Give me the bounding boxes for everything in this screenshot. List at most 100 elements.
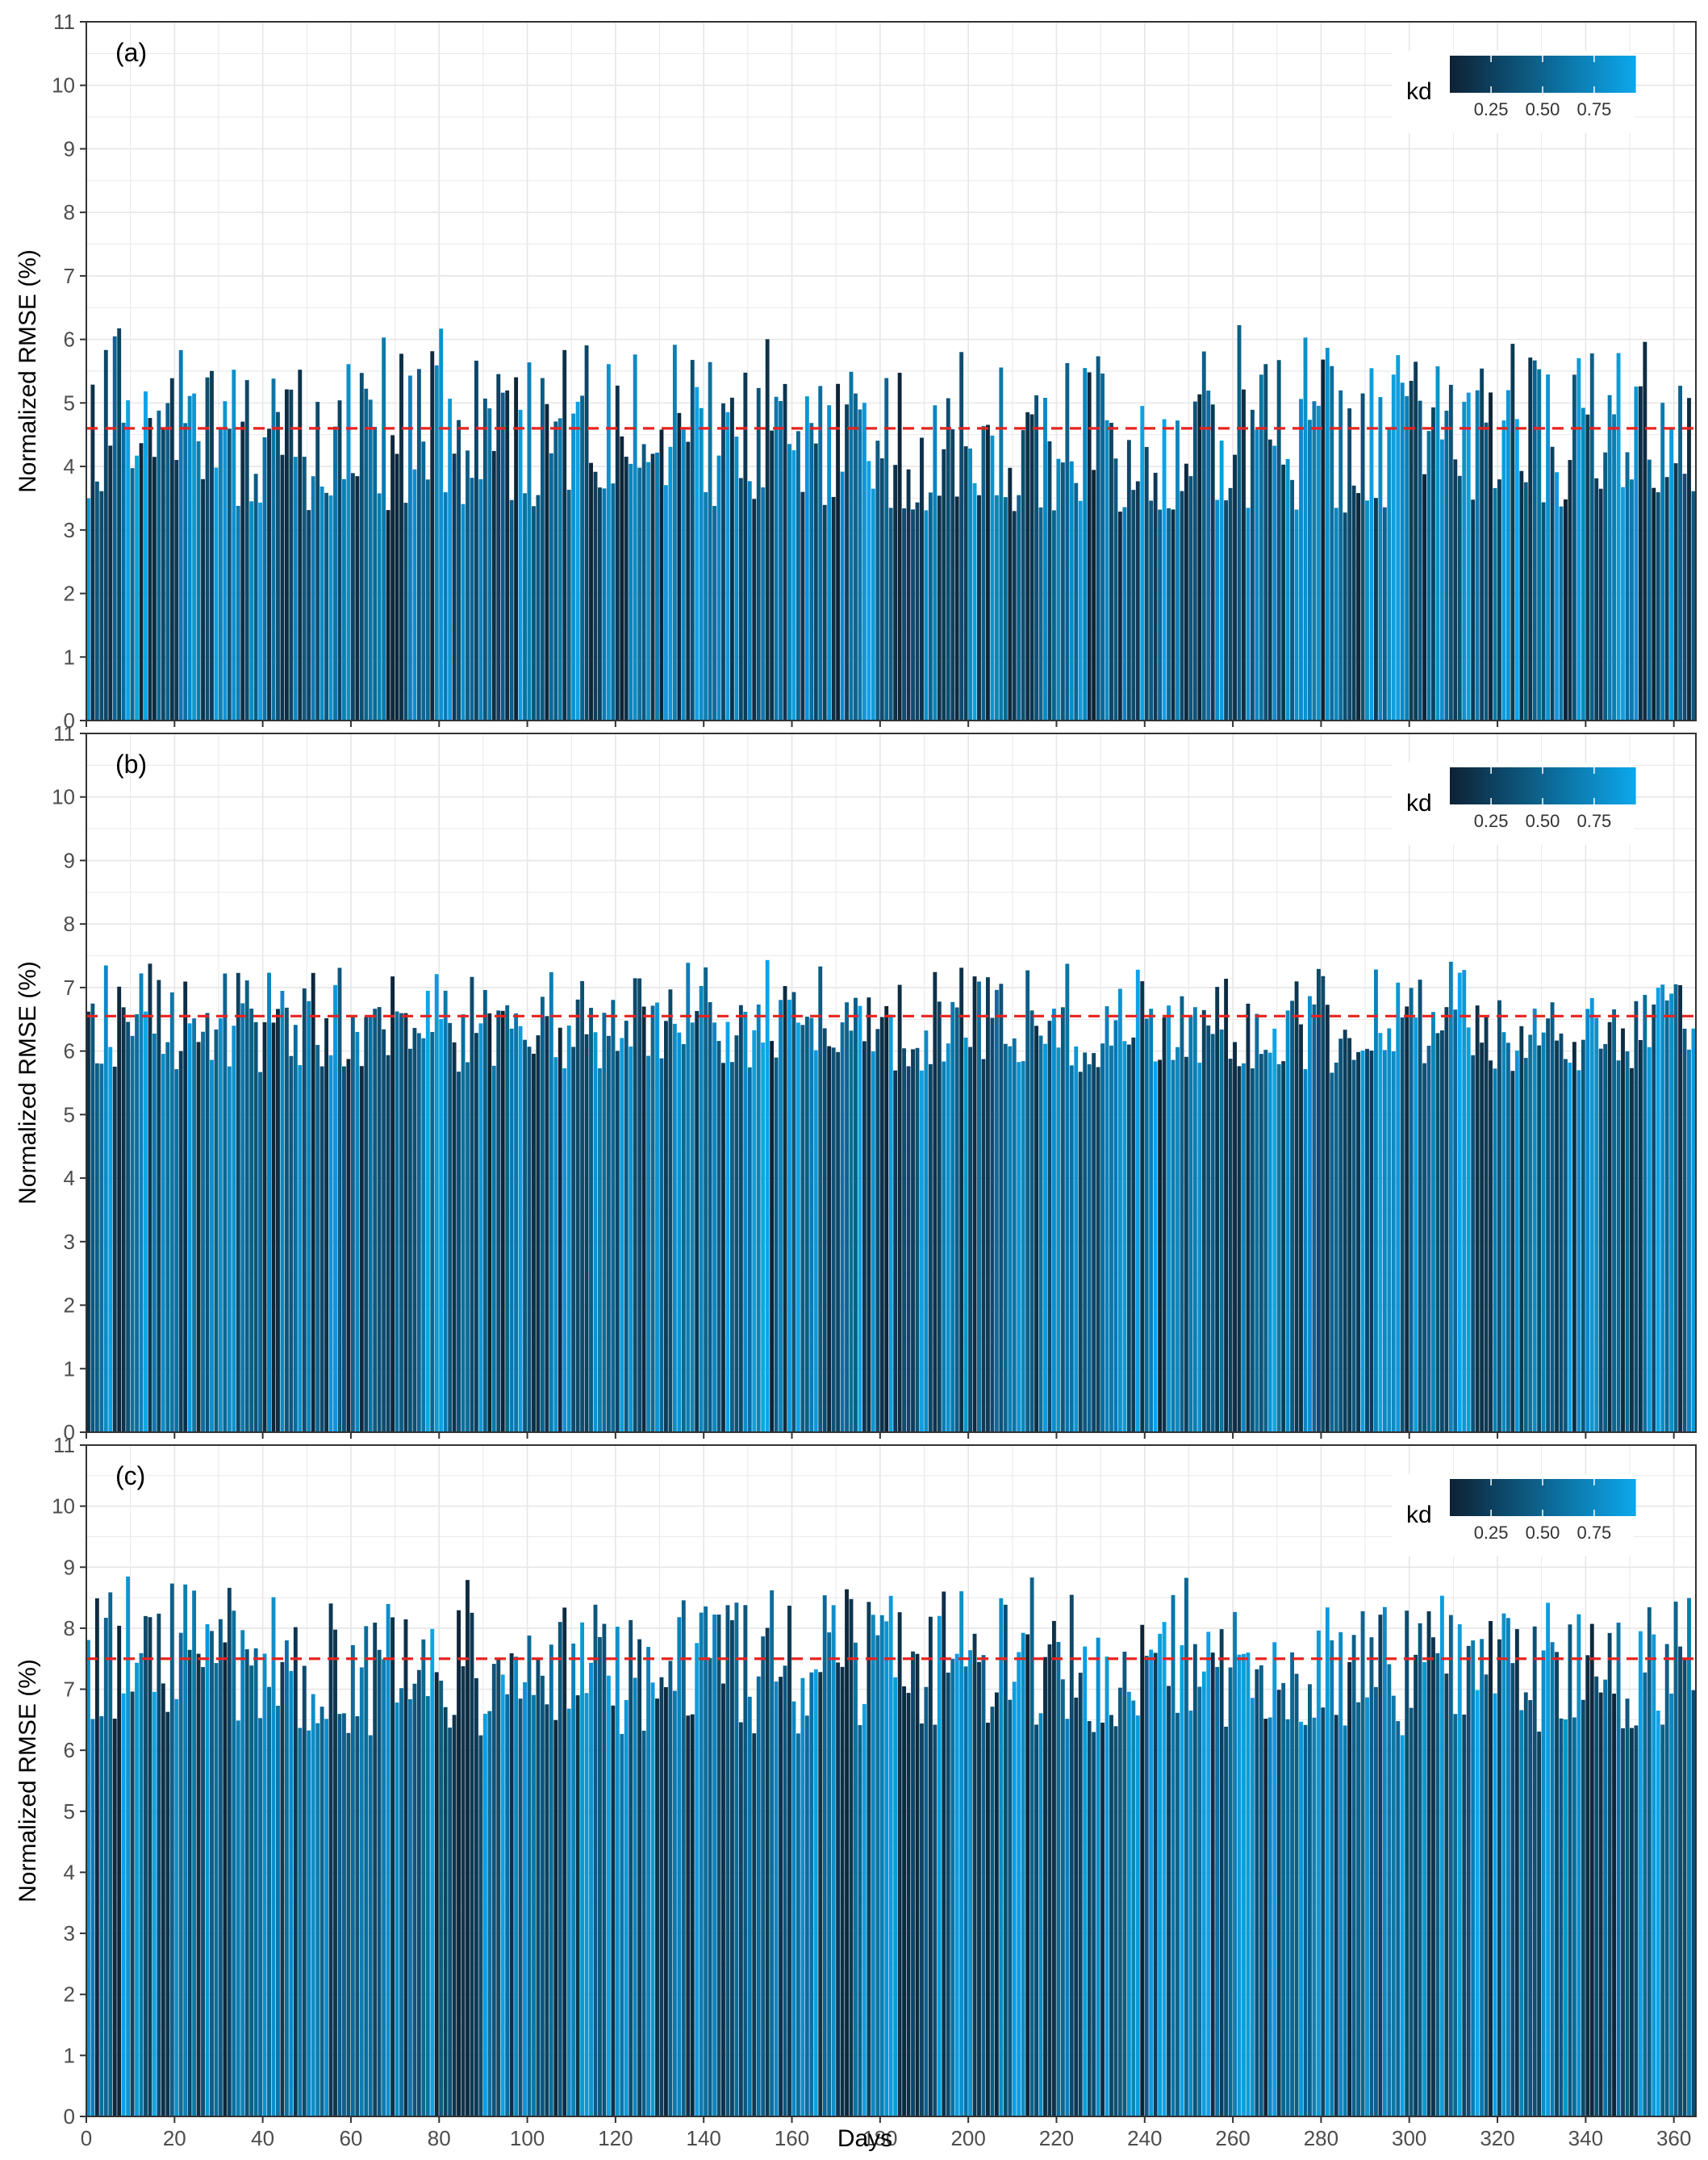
bar-day-129 bbox=[650, 1005, 655, 1432]
bar-day-136 bbox=[681, 1044, 686, 1432]
bar-day-198 bbox=[954, 496, 959, 721]
bar-day-54 bbox=[319, 1066, 324, 1432]
bar-day-335 bbox=[1559, 506, 1564, 721]
colorbar-step bbox=[1499, 1479, 1503, 1516]
colorbar-step bbox=[1632, 1479, 1636, 1516]
bar-day-50 bbox=[302, 1665, 307, 2116]
bar-day-285 bbox=[1338, 1038, 1343, 1432]
bar-day-135 bbox=[677, 412, 682, 721]
bar-day-146 bbox=[725, 1022, 730, 1432]
x-tick-label: 340 bbox=[1568, 2126, 1603, 2150]
bar-day-282 bbox=[1325, 1005, 1330, 1432]
bar-day-233 bbox=[1109, 1715, 1113, 2116]
legend-tick-label: 0.75 bbox=[1576, 1523, 1611, 1543]
bar-day-85 bbox=[457, 1072, 461, 1432]
bar-day-134 bbox=[672, 1023, 677, 1432]
colorbar-step bbox=[1592, 767, 1596, 804]
bar-day-181 bbox=[879, 458, 884, 721]
bar-day-98 bbox=[514, 377, 519, 721]
bar-day-309 bbox=[1444, 1673, 1449, 2116]
bar-day-347 bbox=[1612, 414, 1617, 721]
bar-day-298 bbox=[1396, 355, 1401, 721]
bar-day-318 bbox=[1484, 422, 1489, 721]
bar-day-287 bbox=[1347, 1038, 1352, 1432]
bar-day-121 bbox=[615, 1627, 620, 2116]
bar-day-225 bbox=[1074, 1697, 1079, 2116]
colorbar-step bbox=[1484, 56, 1488, 93]
bar-day-269 bbox=[1267, 1052, 1272, 1432]
bar-day-346 bbox=[1607, 1632, 1612, 2116]
legend-title: kd bbox=[1406, 790, 1432, 817]
bar-day-184 bbox=[893, 1677, 898, 2116]
bar-day-191 bbox=[924, 1030, 929, 1432]
colorbar-step bbox=[1573, 767, 1577, 804]
bar-day-250 bbox=[1184, 463, 1188, 721]
bar-day-165 bbox=[809, 1672, 814, 2116]
bar-day-359 bbox=[1664, 1000, 1669, 1432]
colorbar-step bbox=[1480, 767, 1485, 804]
bar-day-308 bbox=[1439, 1030, 1444, 1432]
bar-day-328 bbox=[1528, 1700, 1533, 2116]
colorbar-step bbox=[1548, 56, 1553, 93]
bar-day-98 bbox=[514, 1657, 519, 2116]
bar-day-236 bbox=[1122, 507, 1127, 721]
bar-day-346 bbox=[1607, 1022, 1612, 1432]
bar-day-250 bbox=[1184, 1056, 1188, 1432]
bar-day-37 bbox=[244, 980, 249, 1432]
colorbar-step bbox=[1601, 1479, 1606, 1516]
bar-day-290 bbox=[1360, 393, 1365, 721]
bar-day-363 bbox=[1682, 1658, 1687, 2116]
bar-day-179 bbox=[871, 488, 875, 721]
bar-day-297 bbox=[1391, 1695, 1396, 2116]
colorbar-step bbox=[1555, 767, 1559, 804]
bar-day-89 bbox=[474, 1033, 478, 1432]
bar-day-195 bbox=[942, 1061, 946, 1432]
bar-day-102 bbox=[532, 1053, 536, 1432]
colorbar-step bbox=[1545, 56, 1550, 93]
bar-day-229 bbox=[1092, 1053, 1096, 1432]
bar-day-286 bbox=[1343, 1030, 1347, 1432]
panel-label: (a) bbox=[115, 38, 147, 67]
bar-day-5 bbox=[103, 965, 108, 1432]
bar-day-305 bbox=[1426, 1611, 1431, 2116]
colorbar-step bbox=[1545, 1479, 1550, 1516]
bar-day-33 bbox=[227, 1066, 232, 1432]
bar-day-152 bbox=[752, 1733, 757, 2116]
bar-day-137 bbox=[686, 963, 691, 1432]
colorbar-step bbox=[1471, 767, 1476, 804]
bar-day-278 bbox=[1308, 420, 1312, 721]
bar-day-140 bbox=[699, 985, 704, 1432]
bar-day-94 bbox=[496, 1657, 501, 2116]
bar-day-113 bbox=[580, 980, 585, 1432]
bar-day-193 bbox=[933, 971, 938, 1432]
bar-day-161 bbox=[791, 992, 796, 1432]
bar-day-64 bbox=[364, 388, 369, 721]
bar-day-50 bbox=[302, 457, 307, 721]
legend: kd 0.25 0.50 0.75 bbox=[1392, 762, 1636, 845]
bar-day-13 bbox=[139, 443, 144, 721]
bar-day-43 bbox=[271, 378, 276, 721]
bar-day-110 bbox=[566, 489, 571, 721]
x-tick-label: 160 bbox=[775, 2126, 809, 2150]
colorbar-step bbox=[1543, 1479, 1547, 1516]
bar-day-44 bbox=[276, 1009, 280, 1432]
bars bbox=[86, 1576, 1696, 2116]
bar-day-365 bbox=[1691, 1028, 1696, 1432]
y-tick-label: 1 bbox=[64, 2043, 75, 2067]
bar-day-46 bbox=[284, 1007, 289, 1432]
bar-day-174 bbox=[849, 1030, 854, 1432]
bar-day-143 bbox=[712, 1615, 717, 2116]
bar-day-63 bbox=[359, 1667, 364, 2116]
bar-day-80 bbox=[434, 974, 439, 1432]
bar-day-112 bbox=[575, 1695, 580, 2116]
bar-day-301 bbox=[1409, 1707, 1414, 2116]
bar-day-20 bbox=[169, 378, 174, 721]
bar-day-183 bbox=[888, 1014, 893, 1432]
bar-day-300 bbox=[1405, 1006, 1409, 1432]
bar-day-316 bbox=[1475, 1005, 1480, 1432]
bar-day-243 bbox=[1153, 1061, 1158, 1432]
bar-day-178 bbox=[867, 1602, 871, 2116]
bar-day-337 bbox=[1568, 460, 1572, 721]
bar-day-238 bbox=[1131, 1037, 1136, 1432]
bar-day-173 bbox=[845, 404, 849, 721]
